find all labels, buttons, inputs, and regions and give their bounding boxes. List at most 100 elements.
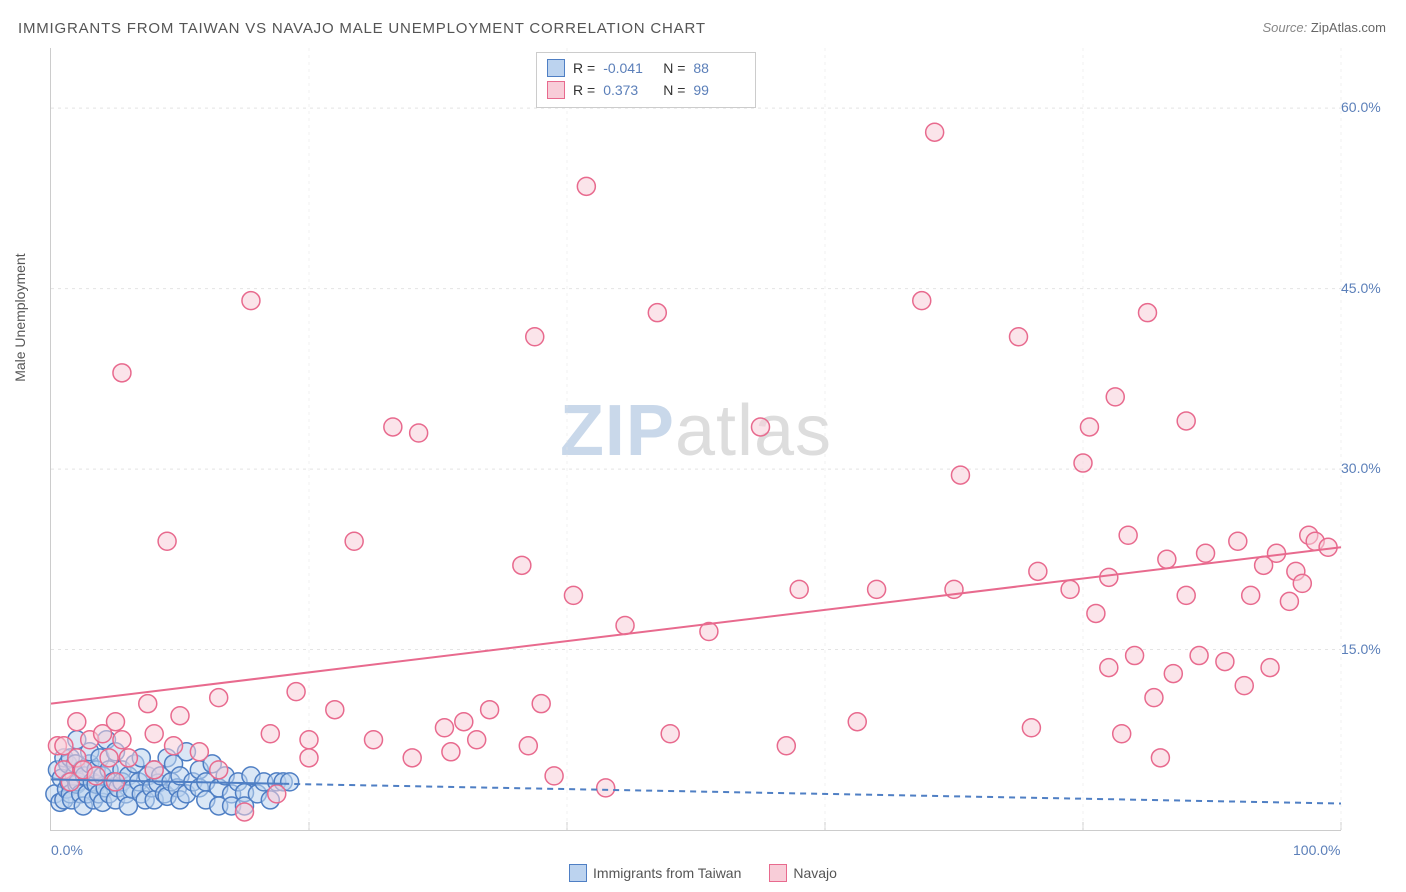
series-b-point (1061, 580, 1079, 598)
series-b-point (1164, 665, 1182, 683)
series-b-point (913, 292, 931, 310)
series-b-point (384, 418, 402, 436)
x-tick-label: 0.0% (51, 842, 83, 858)
n-label: N = (663, 79, 685, 101)
series-b-point (171, 707, 189, 725)
series-b-point (1190, 647, 1208, 665)
r-label: R = (573, 57, 595, 79)
series-b-point (577, 177, 595, 195)
series-b-point (345, 532, 363, 550)
series-b-point (119, 749, 137, 767)
series-b-point (1106, 388, 1124, 406)
series-b-point (1158, 550, 1176, 568)
series-b-point (87, 767, 105, 785)
source-label: Source: (1262, 20, 1310, 35)
series-b-point (403, 749, 421, 767)
series-b-point (519, 737, 537, 755)
series-b-point (616, 616, 634, 634)
series-b-point (526, 328, 544, 346)
series-b-point (1216, 653, 1234, 671)
series-b-point (242, 292, 260, 310)
series-b-point (1113, 725, 1131, 743)
series-b-point (481, 701, 499, 719)
n-label: N = (663, 57, 685, 79)
series-b-point (190, 743, 208, 761)
legend-item: Navajo (769, 864, 837, 882)
series-b-point (435, 719, 453, 737)
plot-area: ZIPatlas R =-0.041N =88R =0.373N =99 15.… (50, 48, 1341, 831)
series-b-point (1029, 562, 1047, 580)
series-b-point (287, 683, 305, 701)
legend-item: Immigrants from Taiwan (569, 864, 741, 882)
y-tick-label: 15.0% (1341, 641, 1401, 657)
series-b-point (1022, 719, 1040, 737)
series-b-point (1139, 304, 1157, 322)
series-b-point (145, 761, 163, 779)
series-b-point (1100, 659, 1118, 677)
series-b-point (777, 737, 795, 755)
series-b-point (210, 761, 228, 779)
source-credit: Source: ZipAtlas.com (1262, 20, 1386, 35)
series-b-point (1177, 586, 1195, 604)
correlation-legend-box: R =-0.041N =88R =0.373N =99 (536, 52, 756, 108)
series-b-point (1268, 544, 1286, 562)
series-b-point (145, 725, 163, 743)
series-b-point (868, 580, 886, 598)
legend-swatch (569, 864, 587, 882)
series-b-point (1080, 418, 1098, 436)
series-b-point (365, 731, 383, 749)
series-b-point (532, 695, 550, 713)
series-b-point (1126, 647, 1144, 665)
series-b-point (268, 785, 286, 803)
series-b-point (1145, 689, 1163, 707)
y-tick-label: 60.0% (1341, 99, 1401, 115)
series-b-point (326, 701, 344, 719)
series-b-point (597, 779, 615, 797)
series-b-point (951, 466, 969, 484)
series-b-point (165, 737, 183, 755)
series-b-point (545, 767, 563, 785)
series-b-point (300, 749, 318, 767)
r-value: 0.373 (603, 79, 655, 101)
correlation-row: R =0.373N =99 (547, 79, 745, 101)
series-b-point (113, 364, 131, 382)
series-b-point (100, 749, 118, 767)
series-b-point (752, 418, 770, 436)
r-label: R = (573, 79, 595, 101)
series-swatch (547, 81, 565, 99)
series-b-point (661, 725, 679, 743)
series-b-point (158, 532, 176, 550)
chart-container: IMMIGRANTS FROM TAIWAN VS NAVAJO MALE UN… (0, 0, 1406, 892)
series-b-point (513, 556, 531, 574)
series-b-point (68, 713, 86, 731)
series-b-point (790, 580, 808, 598)
legend-label: Immigrants from Taiwan (593, 865, 741, 881)
series-b-point (107, 713, 125, 731)
series-b-point (1119, 526, 1137, 544)
series-b-point (410, 424, 428, 442)
x-tick-label: 100.0% (1293, 842, 1340, 858)
series-b-point (1100, 568, 1118, 586)
chart-title: IMMIGRANTS FROM TAIWAN VS NAVAJO MALE UN… (18, 20, 706, 37)
series-b-point (1280, 592, 1298, 610)
series-b-point (564, 586, 582, 604)
series-b-point (107, 773, 125, 791)
series-b-point (1087, 604, 1105, 622)
series-b-point (1293, 574, 1311, 592)
series-b-point (1235, 677, 1253, 695)
series-b-point (210, 689, 228, 707)
n-value: 88 (693, 57, 745, 79)
plot-svg (51, 48, 1341, 830)
series-swatch (547, 59, 565, 77)
source-value: ZipAtlas.com (1311, 20, 1386, 35)
series-b-point (468, 731, 486, 749)
series-b-point (1197, 544, 1215, 562)
series-b-point (300, 731, 318, 749)
series-b-point (236, 803, 254, 821)
series-b-point (1177, 412, 1195, 430)
legend-swatch (769, 864, 787, 882)
series-b-point (648, 304, 666, 322)
series-b-point (1151, 749, 1169, 767)
series-b-point (139, 695, 157, 713)
series-b-point (1074, 454, 1092, 472)
